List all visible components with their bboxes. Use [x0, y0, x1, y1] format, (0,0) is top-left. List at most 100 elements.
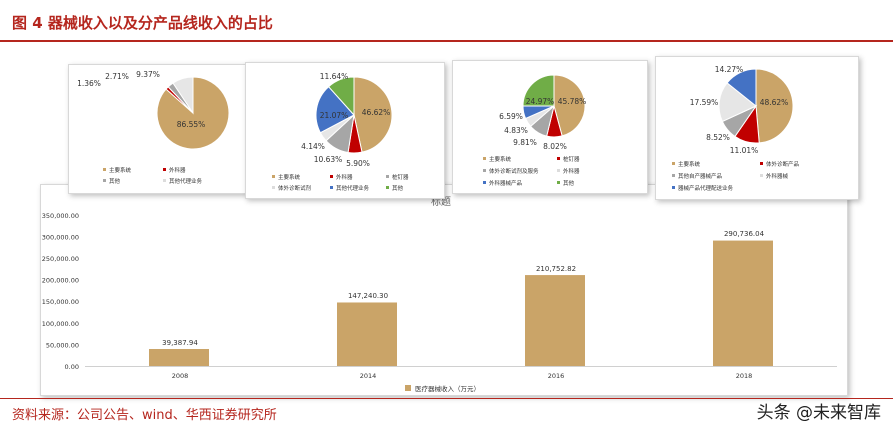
pie-slice-3 — [172, 76, 194, 115]
pie-slice-0 — [755, 68, 794, 144]
slice-label: 24.97% — [526, 97, 555, 106]
figure-title: 图 4 器械收入以及分产品线收入的占比 — [12, 14, 273, 32]
y-tick-label: 150,000.00 — [42, 298, 79, 306]
pie-slice-0 — [353, 76, 393, 153]
y-tick-label: 200,000.00 — [42, 277, 79, 285]
legend-label: 其他 — [563, 179, 575, 187]
legend-swatch — [483, 157, 486, 160]
pie-slice-4 — [315, 86, 355, 134]
legend-label: 其他代理业务 — [169, 177, 203, 185]
legend-swatch — [386, 175, 389, 178]
pie-chart-2016: 45.78% 8.02% 9.81% 4.83% 6.59% 24.97% 主要… — [483, 74, 586, 187]
legend-label: 主要系统 — [489, 155, 512, 163]
pie-card-2018: 48.62% 11.01% 8.52% 17.59% 14.27% 主要系统 体… — [655, 56, 859, 200]
slice-label: 10.63% — [314, 155, 343, 164]
slice-label: 4.83% — [504, 126, 528, 135]
legend-label: 其他自产器械产品 — [678, 172, 723, 180]
slice-label: 11.01% — [730, 146, 759, 155]
legend-swatch — [483, 181, 486, 184]
legend-label: 桩钉器 — [563, 155, 580, 163]
y-tick-label: 50,000.00 — [46, 341, 79, 349]
slice-label: 2.71% — [105, 72, 129, 81]
slice-label: 6.59% — [499, 112, 523, 121]
y-tick-label: 250,000.00 — [42, 255, 79, 263]
slice-label: 5.90% — [346, 159, 370, 168]
bar-y-ticks: 0.00 50,000.00 100,000.00 150,000.00 200… — [42, 212, 79, 371]
legend-swatch — [557, 169, 560, 172]
slice-label: 9.37% — [136, 70, 160, 79]
pie-slice-0 — [553, 74, 586, 137]
pie-slices — [718, 68, 794, 144]
legend-label: 外科器 — [563, 167, 580, 175]
pie-slice-5 — [522, 74, 555, 107]
slice-label: 8.02% — [543, 142, 567, 151]
legend-swatch — [272, 186, 275, 189]
legend-swatch — [672, 162, 675, 165]
y-tick-label: 300,000.00 — [42, 233, 79, 241]
pie-slices — [156, 76, 230, 150]
pie-card-2014: 46.62% 5.90% 10.63% 4.14% 21.07% 11.64% … — [245, 62, 445, 199]
legend-swatch — [163, 168, 166, 171]
legend-label: 主要系统 — [109, 166, 132, 174]
pie-legend: 主要系统 桩钉器 体外诊断试剂及服务 外科器 外科器械产品 其他 — [483, 155, 580, 187]
bar-value-labels: 39,387.94 147,240.30 210,752.82 290,736.… — [162, 230, 764, 347]
pie-card-2016: 45.78% 8.02% 9.81% 4.83% 6.59% 24.97% 主要… — [452, 60, 648, 194]
pie-chart-2018: 48.62% 11.01% 8.52% 17.59% 14.27% 主要系统 体… — [672, 65, 800, 192]
bar-value-label: 290,736.04 — [724, 230, 765, 238]
x-tick-label: 2014 — [360, 372, 377, 380]
legend-swatch — [163, 179, 166, 182]
x-tick-label: 2016 — [548, 372, 565, 380]
slice-label: 48.62% — [760, 98, 789, 107]
legend-swatch — [672, 174, 675, 177]
legend-swatch — [386, 186, 389, 189]
legend-label: 外科器械 — [766, 172, 789, 180]
pie-chart-2008: 86.55% 1.36% 2.71% 9.37% 主要系统 外科器 其他 其他代… — [77, 70, 230, 185]
legend-swatch — [557, 181, 560, 184]
legend-swatch — [405, 385, 411, 391]
legend-label: 主要系统 — [278, 173, 301, 181]
legend-swatch — [760, 162, 763, 165]
legend-label: 外科器 — [169, 166, 186, 174]
bar-legend: 医疗器械收入（万元） — [405, 384, 480, 393]
bar-2008 — [149, 349, 209, 366]
pie-card-2008: 86.55% 1.36% 2.71% 9.37% 主要系统 外科器 其他 其他代… — [68, 64, 246, 194]
pie-slices — [315, 76, 393, 154]
slice-label: 21.07% — [320, 111, 349, 120]
legend-label: 其他 — [109, 177, 121, 185]
bar-chart-card: 标题 0.00 50,000.00 100,000.00 150,000.00 … — [40, 184, 848, 396]
slice-label: 1.36% — [77, 79, 101, 88]
bar-chart: 标题 0.00 50,000.00 100,000.00 150,000.00 … — [42, 196, 837, 393]
pie-slice-5 — [327, 76, 355, 117]
legend-swatch — [272, 175, 275, 178]
legend-label: 体外诊断试剂及服务 — [489, 167, 539, 175]
y-tick-label: 0.00 — [65, 363, 79, 371]
pie-slices — [522, 74, 586, 138]
legend-swatch — [330, 186, 333, 189]
legend-swatch — [672, 186, 675, 189]
bar-2014 — [337, 302, 397, 366]
bar-chart-title: 标题 — [431, 196, 451, 208]
legend-label: 其他 — [392, 184, 404, 192]
slice-label: 11.64% — [320, 72, 349, 81]
legend-swatch — [557, 157, 560, 160]
x-tick-label: 2008 — [172, 372, 189, 380]
pie-legend: 主要系统 体外诊断产品 其他自产器械产品 外科器械 器械产品代理配送业务 — [672, 160, 800, 192]
bar-marks — [149, 240, 773, 366]
pie-slice-4 — [726, 68, 757, 108]
slice-label: 86.55% — [177, 120, 206, 129]
x-tick-label: 2018 — [736, 372, 753, 380]
pie-legend: 主要系统 外科器 其他 其他代理业务 — [103, 166, 203, 185]
bar-value-label: 147,240.30 — [348, 292, 388, 300]
slice-label: 4.14% — [301, 142, 325, 151]
bar-2016 — [525, 275, 585, 366]
watermark: 头条 @未来智库 — [756, 403, 881, 423]
legend-swatch — [483, 169, 486, 172]
bottom-rule — [0, 398, 893, 399]
bar-value-label: 210,752.82 — [536, 265, 576, 273]
y-tick-label: 100,000.00 — [42, 320, 79, 328]
slice-label: 46.62% — [362, 108, 391, 117]
slice-label: 8.52% — [706, 133, 730, 142]
legend-label: 桩钉器 — [392, 173, 409, 181]
legend-swatch — [760, 174, 763, 177]
slice-label: 17.59% — [690, 98, 719, 107]
